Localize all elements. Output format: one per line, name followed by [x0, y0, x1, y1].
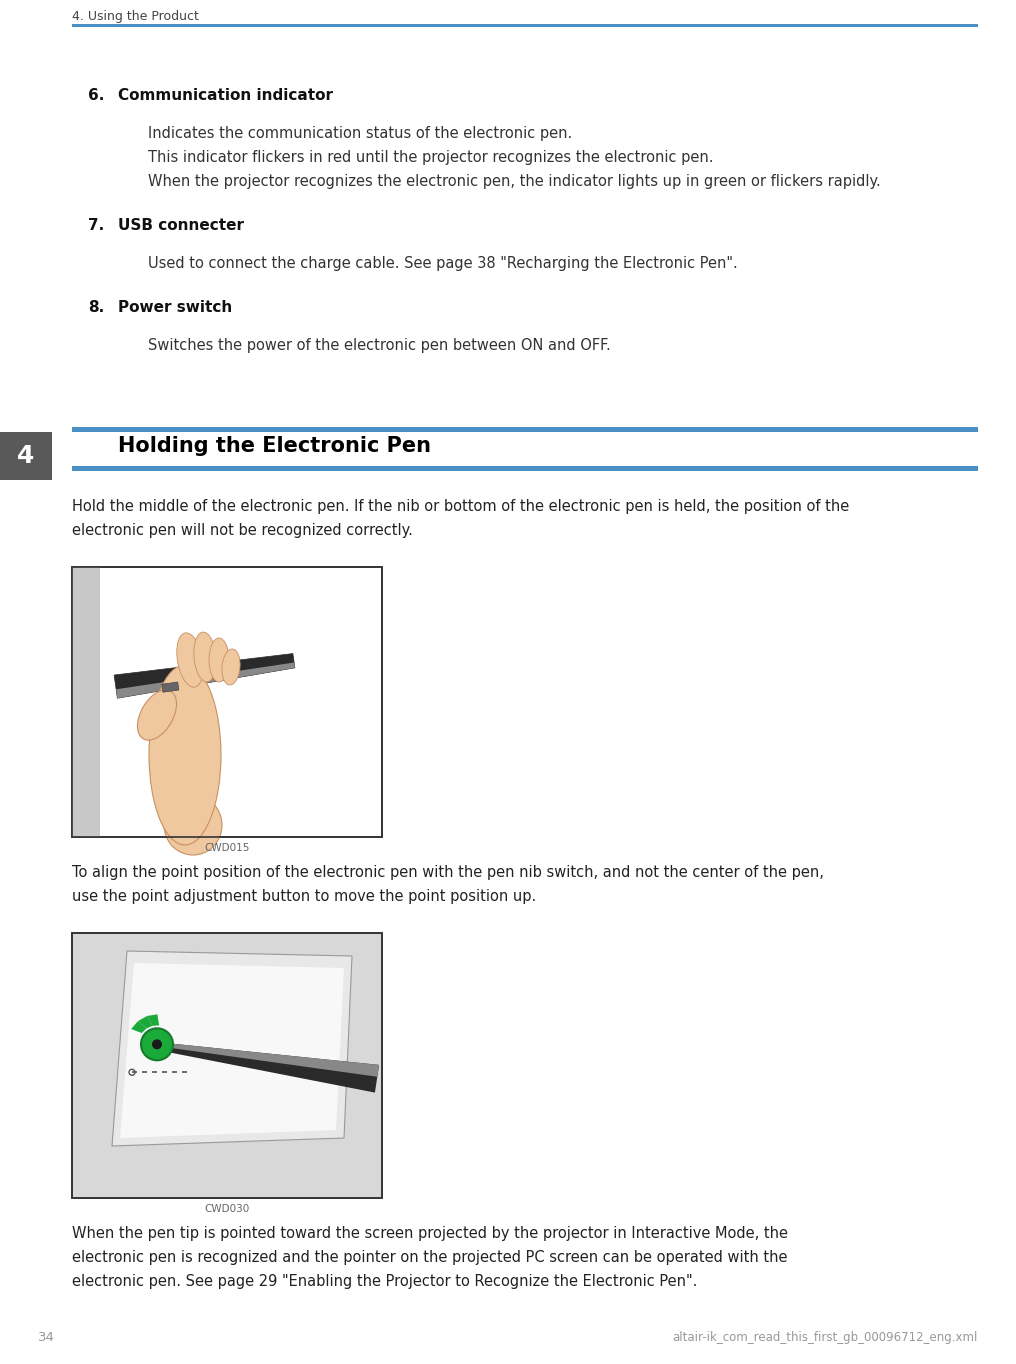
Bar — [72, 567, 382, 837]
Bar — [72, 567, 100, 837]
Bar — [72, 933, 382, 1198]
Bar — [162, 682, 179, 692]
Polygon shape — [120, 963, 344, 1138]
Polygon shape — [112, 951, 352, 1146]
Text: Indicates the communication status of the electronic pen.: Indicates the communication status of th… — [148, 125, 572, 140]
Text: To align the point position of the electronic pen with the pen nib switch, and n: To align the point position of the elect… — [72, 865, 824, 880]
Text: CWD015: CWD015 — [204, 843, 250, 852]
Text: When the pen tip is pointed toward the screen projected by the projector in Inte: When the pen tip is pointed toward the s… — [72, 1226, 788, 1241]
Text: Switches the power of the electronic pen between ON and OFF.: Switches the power of the electronic pen… — [148, 338, 611, 353]
Polygon shape — [116, 663, 295, 698]
Text: 7.: 7. — [88, 218, 105, 233]
Bar — [73, 934, 381, 1198]
Text: 4: 4 — [17, 445, 35, 468]
Ellipse shape — [194, 632, 216, 682]
Text: This indicator flickers in red until the projector recognizes the electronic pen: This indicator flickers in red until the… — [148, 150, 713, 165]
Text: Hold the middle of the electronic pen. If the nib or bottom of the electronic pe: Hold the middle of the electronic pen. I… — [72, 499, 849, 514]
Text: Holding the Electronic Pen: Holding the Electronic Pen — [118, 436, 431, 456]
Text: Communication indicator: Communication indicator — [118, 89, 333, 104]
Text: 34: 34 — [38, 1331, 55, 1344]
Polygon shape — [138, 1016, 152, 1028]
Polygon shape — [147, 1015, 160, 1026]
Text: 6.: 6. — [88, 89, 105, 104]
Circle shape — [152, 1039, 162, 1049]
Ellipse shape — [137, 690, 177, 741]
Bar — [72, 25, 978, 27]
Text: electronic pen will not be recognized correctly.: electronic pen will not be recognized co… — [72, 522, 412, 537]
Text: use the point adjustment button to move the point position up.: use the point adjustment button to move … — [72, 889, 536, 904]
Ellipse shape — [221, 649, 240, 685]
Ellipse shape — [164, 795, 223, 855]
Polygon shape — [158, 1042, 379, 1076]
Text: Power switch: Power switch — [118, 300, 233, 315]
Text: Used to connect the charge cable. See page 38 "Recharging the Electronic Pen".: Used to connect the charge cable. See pa… — [148, 256, 738, 271]
Polygon shape — [131, 1022, 146, 1033]
Text: When the projector recognizes the electronic pen, the indicator lights up in gre: When the projector recognizes the electr… — [148, 175, 881, 190]
Bar — [72, 567, 100, 837]
Text: CWD030: CWD030 — [204, 1204, 250, 1214]
Text: electronic pen. See page 29 "Enabling the Projector to Recognize the Electronic : electronic pen. See page 29 "Enabling th… — [72, 1274, 697, 1289]
Text: 8.: 8. — [88, 300, 105, 315]
Bar — [72, 427, 978, 432]
Bar — [72, 933, 382, 1198]
Ellipse shape — [177, 633, 203, 687]
Circle shape — [141, 1028, 173, 1060]
Bar — [72, 567, 382, 837]
Polygon shape — [114, 653, 295, 698]
Bar — [72, 466, 978, 471]
Bar — [0, 432, 52, 480]
Bar — [72, 567, 100, 837]
Text: 4. Using the Product: 4. Using the Product — [72, 10, 199, 23]
Text: electronic pen is recognized and the pointer on the projected PC screen can be o: electronic pen is recognized and the poi… — [72, 1249, 787, 1264]
Text: USB connecter: USB connecter — [118, 218, 244, 233]
Polygon shape — [158, 1042, 379, 1093]
Ellipse shape — [209, 638, 229, 682]
Text: altair-ik_com_read_this_first_gb_00096712_eng.xml: altair-ik_com_read_this_first_gb_0009671… — [673, 1331, 978, 1344]
Ellipse shape — [149, 666, 221, 846]
